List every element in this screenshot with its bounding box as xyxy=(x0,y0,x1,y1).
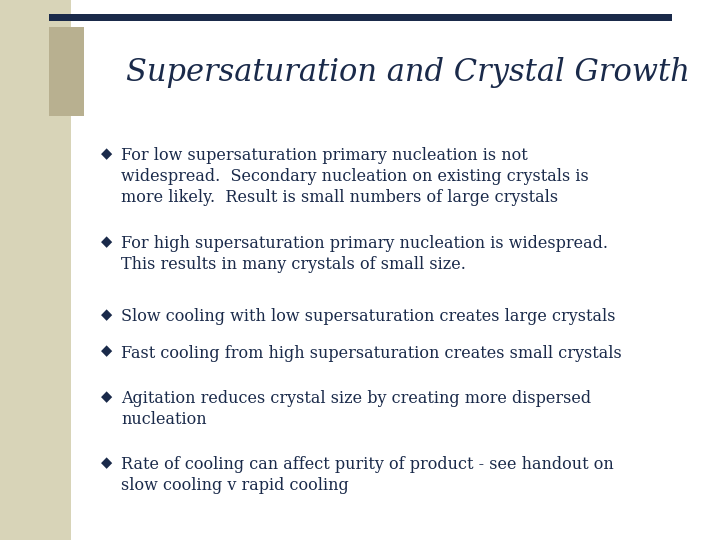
Text: ◆: ◆ xyxy=(101,308,112,322)
Text: Fast cooling from high supersaturation creates small crystals: Fast cooling from high supersaturation c… xyxy=(121,345,621,361)
Bar xyxy=(49,27,84,116)
Text: Rate of cooling can affect purity of product - see handout on
slow cooling v rap: Rate of cooling can affect purity of pro… xyxy=(121,456,613,494)
Text: ◆: ◆ xyxy=(101,345,112,359)
Bar xyxy=(49,14,672,21)
Text: ◆: ◆ xyxy=(101,456,112,470)
Text: ◆: ◆ xyxy=(101,390,112,404)
Text: Slow cooling with low supersaturation creates large crystals: Slow cooling with low supersaturation cr… xyxy=(121,308,616,325)
Text: For high supersaturation primary nucleation is widespread.
This results in many : For high supersaturation primary nucleat… xyxy=(121,235,608,273)
Text: ◆: ◆ xyxy=(101,147,112,161)
Bar xyxy=(0,0,71,540)
Text: Supersaturation and Crystal Growth: Supersaturation and Crystal Growth xyxy=(126,57,690,87)
Text: Agitation reduces crystal size by creating more dispersed
nucleation: Agitation reduces crystal size by creati… xyxy=(121,390,591,428)
Text: ◆: ◆ xyxy=(101,235,112,249)
Text: For low supersaturation primary nucleation is not
widespread.  Secondary nucleat: For low supersaturation primary nucleati… xyxy=(121,147,589,206)
